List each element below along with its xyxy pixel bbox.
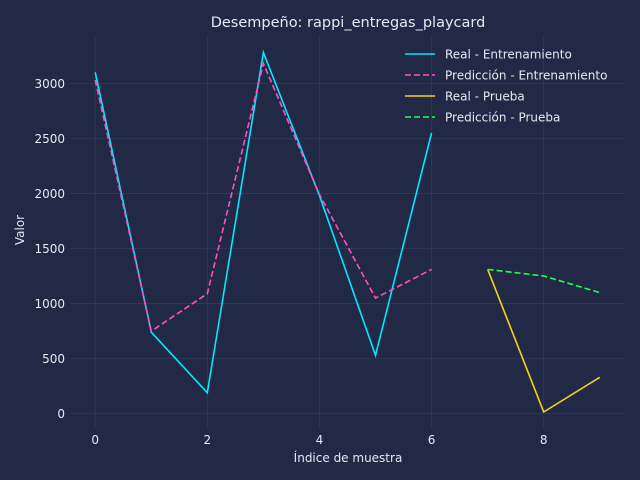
series-line-1	[94, 49, 433, 395]
series-line-2	[94, 60, 432, 333]
series-line-4	[487, 268, 601, 294]
x-tick-label: 8	[540, 433, 548, 447]
chart-title: Desempeño: rappi_entregas_playcard	[211, 15, 486, 31]
y-tick-label: 1000	[34, 297, 65, 311]
series-line-3	[486, 269, 601, 414]
legend-label: Predicción - Prueba	[445, 111, 560, 125]
y-tick-label: 500	[42, 352, 65, 366]
legend-label: Real - Entrenamiento	[445, 48, 572, 62]
legend-label: Predicción - Entrenamiento	[445, 69, 607, 83]
y-tick-label: 0	[57, 407, 65, 421]
series-lines	[94, 49, 601, 414]
y-tick-label: 2500	[34, 132, 65, 146]
y-tick-labels: 0 500 1000 1500 2000 2500 3000	[34, 77, 65, 421]
x-axis-label: Índice de muestra	[294, 450, 403, 465]
grid	[70, 36, 625, 428]
x-tick-label: 6	[428, 433, 436, 447]
y-tick-label: 3000	[34, 77, 65, 91]
y-tick-label: 1500	[34, 242, 65, 256]
x-tick-label: 0	[91, 433, 99, 447]
x-tick-labels: 0 2 4 6 8	[91, 433, 547, 447]
y-axis-label: Valor	[13, 215, 27, 245]
legend-label: Real - Prueba	[445, 90, 525, 104]
y-tick-label: 2000	[34, 187, 65, 201]
legend: Real - Entrenamiento Predicción - Entrena…	[405, 48, 607, 125]
x-tick-label: 4	[316, 433, 324, 447]
x-tick-label: 2	[204, 433, 212, 447]
